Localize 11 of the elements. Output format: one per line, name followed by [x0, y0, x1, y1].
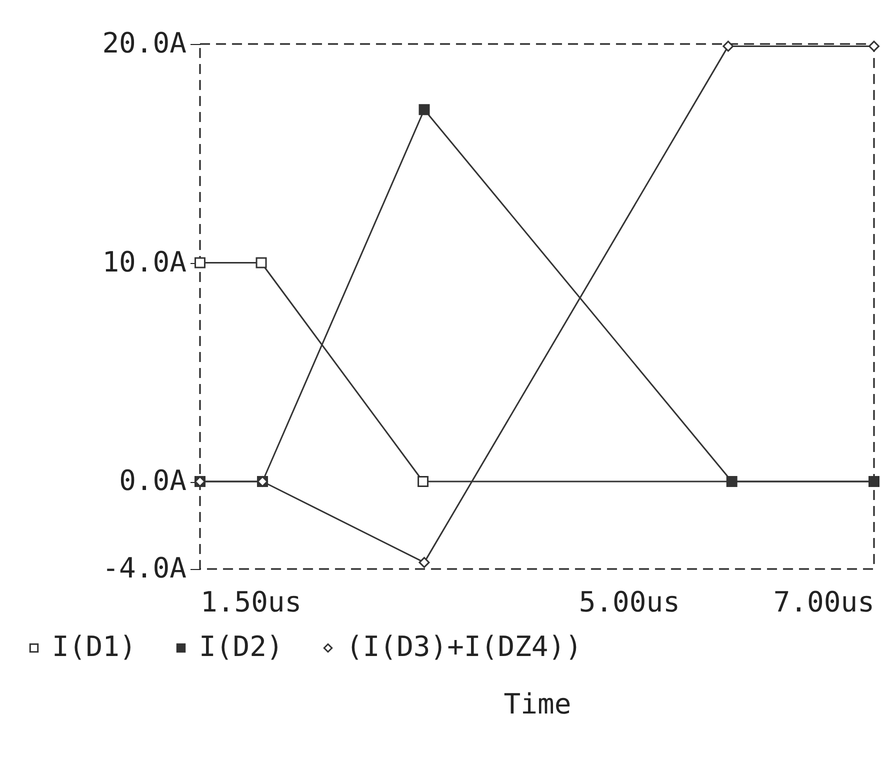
y-tick-label: -4.0A	[102, 552, 187, 584]
x-tick-label: 7.00us	[773, 586, 874, 618]
x-tick-label: 5.00us	[578, 586, 680, 618]
y-tick-label: 0.0A	[119, 464, 187, 497]
legend-label: I(D2)	[199, 630, 284, 663]
legend-label: (I(D3)+I(DZ4))	[346, 630, 582, 663]
x-tick-label: 1.50us	[200, 586, 302, 618]
y-tick-label: 20.0A	[102, 26, 187, 60]
legend-label: I(D1)	[52, 630, 136, 663]
y-tick-label: 10.0A	[102, 245, 187, 278]
x-axis-title: Time	[504, 688, 572, 720]
